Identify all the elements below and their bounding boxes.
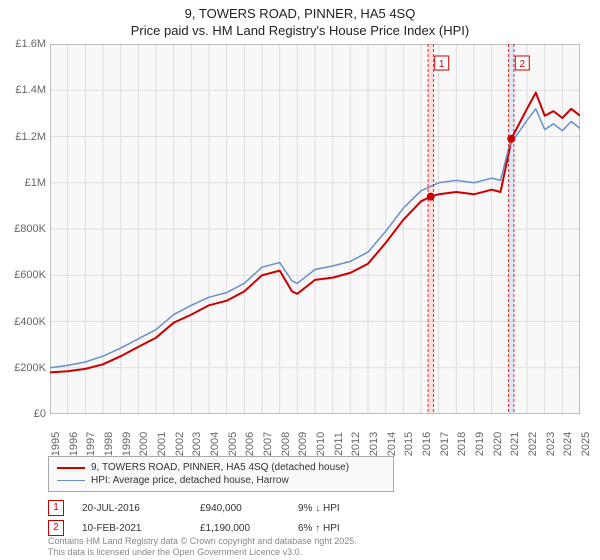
attribution-line2: This data is licensed under the Open Gov… (48, 547, 357, 558)
y-tick-label: £600K (14, 269, 46, 281)
svg-text:1: 1 (439, 59, 445, 70)
x-tick-label: 2007 (262, 432, 274, 456)
x-tick-label: 2012 (350, 432, 362, 456)
attribution: Contains HM Land Registry data © Crown c… (48, 536, 357, 558)
x-axis-labels: 1995 1996 1997 1998 1999 2000 2001 2002 2003 2004… (50, 416, 580, 456)
y-axis-labels: £0£200K£400K£600K£800K£1M£1.2M£1.4M£1.6M (0, 44, 48, 414)
x-tick-label: 2013 (368, 432, 380, 456)
x-tick-label: 2020 (492, 432, 504, 456)
x-tick-label: 2025 (580, 432, 592, 456)
legend: 9, TOWERS ROAD, PINNER, HA5 4SQ (detache… (48, 456, 394, 492)
x-tick-label: 2017 (439, 432, 451, 456)
legend-swatch (57, 480, 85, 482)
legend-label: HPI: Average price, detached house, Harr… (91, 475, 289, 486)
x-tick-label: 1998 (103, 432, 115, 456)
x-tick-label: 2022 (527, 432, 539, 456)
x-tick-label: 2023 (545, 432, 557, 456)
legend-swatch (57, 467, 85, 469)
chart-title: 9, TOWERS ROAD, PINNER, HA5 4SQ Price pa… (0, 0, 600, 40)
x-tick-label: 1995 (50, 432, 62, 456)
y-tick-label: £400K (14, 316, 46, 328)
x-tick-label: 2019 (474, 432, 486, 456)
sale-row: 1 20-JUL-2016 £940,000 9% ↓ HPI (48, 498, 368, 518)
y-tick-label: £1.4M (15, 84, 46, 96)
x-tick-label: 2015 (403, 432, 415, 456)
sale-marker-icon: 2 (48, 520, 64, 536)
x-tick-label: 2001 (156, 432, 168, 456)
x-tick-label: 2010 (315, 432, 327, 456)
y-tick-label: £800K (14, 223, 46, 235)
x-tick-label: 1996 (68, 432, 80, 456)
x-tick-label: 2008 (280, 432, 292, 456)
legend-item: 9, TOWERS ROAD, PINNER, HA5 4SQ (detache… (57, 461, 385, 474)
x-tick-label: 2000 (138, 432, 150, 456)
title-line1: 9, TOWERS ROAD, PINNER, HA5 4SQ (0, 6, 600, 23)
x-tick-label: 2002 (174, 432, 186, 456)
x-tick-label: 2003 (191, 432, 203, 456)
chart-container: 9, TOWERS ROAD, PINNER, HA5 4SQ Price pa… (0, 0, 600, 560)
chart-plot-area: 12 (50, 44, 580, 414)
x-tick-label: 1997 (85, 432, 97, 456)
sale-date: 10-FEB-2021 (82, 523, 182, 534)
sale-row: 2 10-FEB-2021 £1,190,000 6% ↑ HPI (48, 518, 368, 538)
attribution-line1: Contains HM Land Registry data © Crown c… (48, 536, 357, 547)
y-tick-label: £1.2M (15, 131, 46, 143)
x-tick-label: 2014 (386, 432, 398, 456)
sale-marker-icon: 1 (48, 500, 64, 516)
x-tick-label: 2021 (509, 432, 521, 456)
x-tick-label: 2005 (227, 432, 239, 456)
svg-text:2: 2 (519, 59, 525, 70)
x-tick-label: 2006 (244, 432, 256, 456)
legend-item: HPI: Average price, detached house, Harr… (57, 474, 385, 487)
y-tick-label: £1M (25, 177, 46, 189)
y-tick-label: £200K (14, 362, 46, 374)
sale-price: £1,190,000 (200, 523, 280, 534)
x-tick-label: 2024 (562, 432, 574, 456)
y-tick-label: £0 (34, 408, 46, 420)
legend-label: 9, TOWERS ROAD, PINNER, HA5 4SQ (detache… (91, 462, 349, 473)
title-line2: Price paid vs. HM Land Registry's House … (0, 23, 600, 40)
sale-date: 20-JUL-2016 (82, 503, 182, 514)
x-tick-label: 2016 (421, 432, 433, 456)
x-tick-label: 2004 (209, 432, 221, 456)
x-tick-label: 2011 (333, 432, 345, 456)
x-tick-label: 2018 (456, 432, 468, 456)
sales-table: 1 20-JUL-2016 £940,000 9% ↓ HPI 2 10-FEB-2021… (48, 498, 368, 538)
x-tick-label: 2009 (297, 432, 309, 456)
chart-svg: 12 (50, 44, 580, 414)
sale-diff: 9% ↓ HPI (298, 503, 368, 514)
sale-price: £940,000 (200, 503, 280, 514)
x-tick-label: 1999 (121, 432, 133, 456)
sale-diff: 6% ↑ HPI (298, 523, 368, 534)
y-tick-label: £1.6M (15, 38, 46, 50)
